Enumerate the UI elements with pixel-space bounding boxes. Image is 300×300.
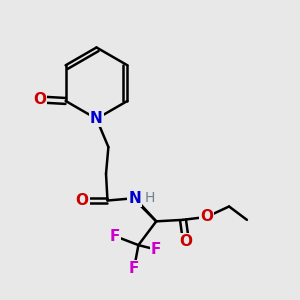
Text: F: F bbox=[110, 229, 120, 244]
Text: N: N bbox=[90, 111, 103, 126]
Text: O: O bbox=[179, 234, 193, 249]
Text: O: O bbox=[200, 209, 213, 224]
Text: O: O bbox=[76, 193, 89, 208]
Text: O: O bbox=[33, 92, 46, 107]
Text: F: F bbox=[151, 242, 161, 257]
Text: F: F bbox=[129, 261, 139, 276]
Text: N: N bbox=[128, 191, 141, 206]
Text: H: H bbox=[145, 190, 155, 205]
